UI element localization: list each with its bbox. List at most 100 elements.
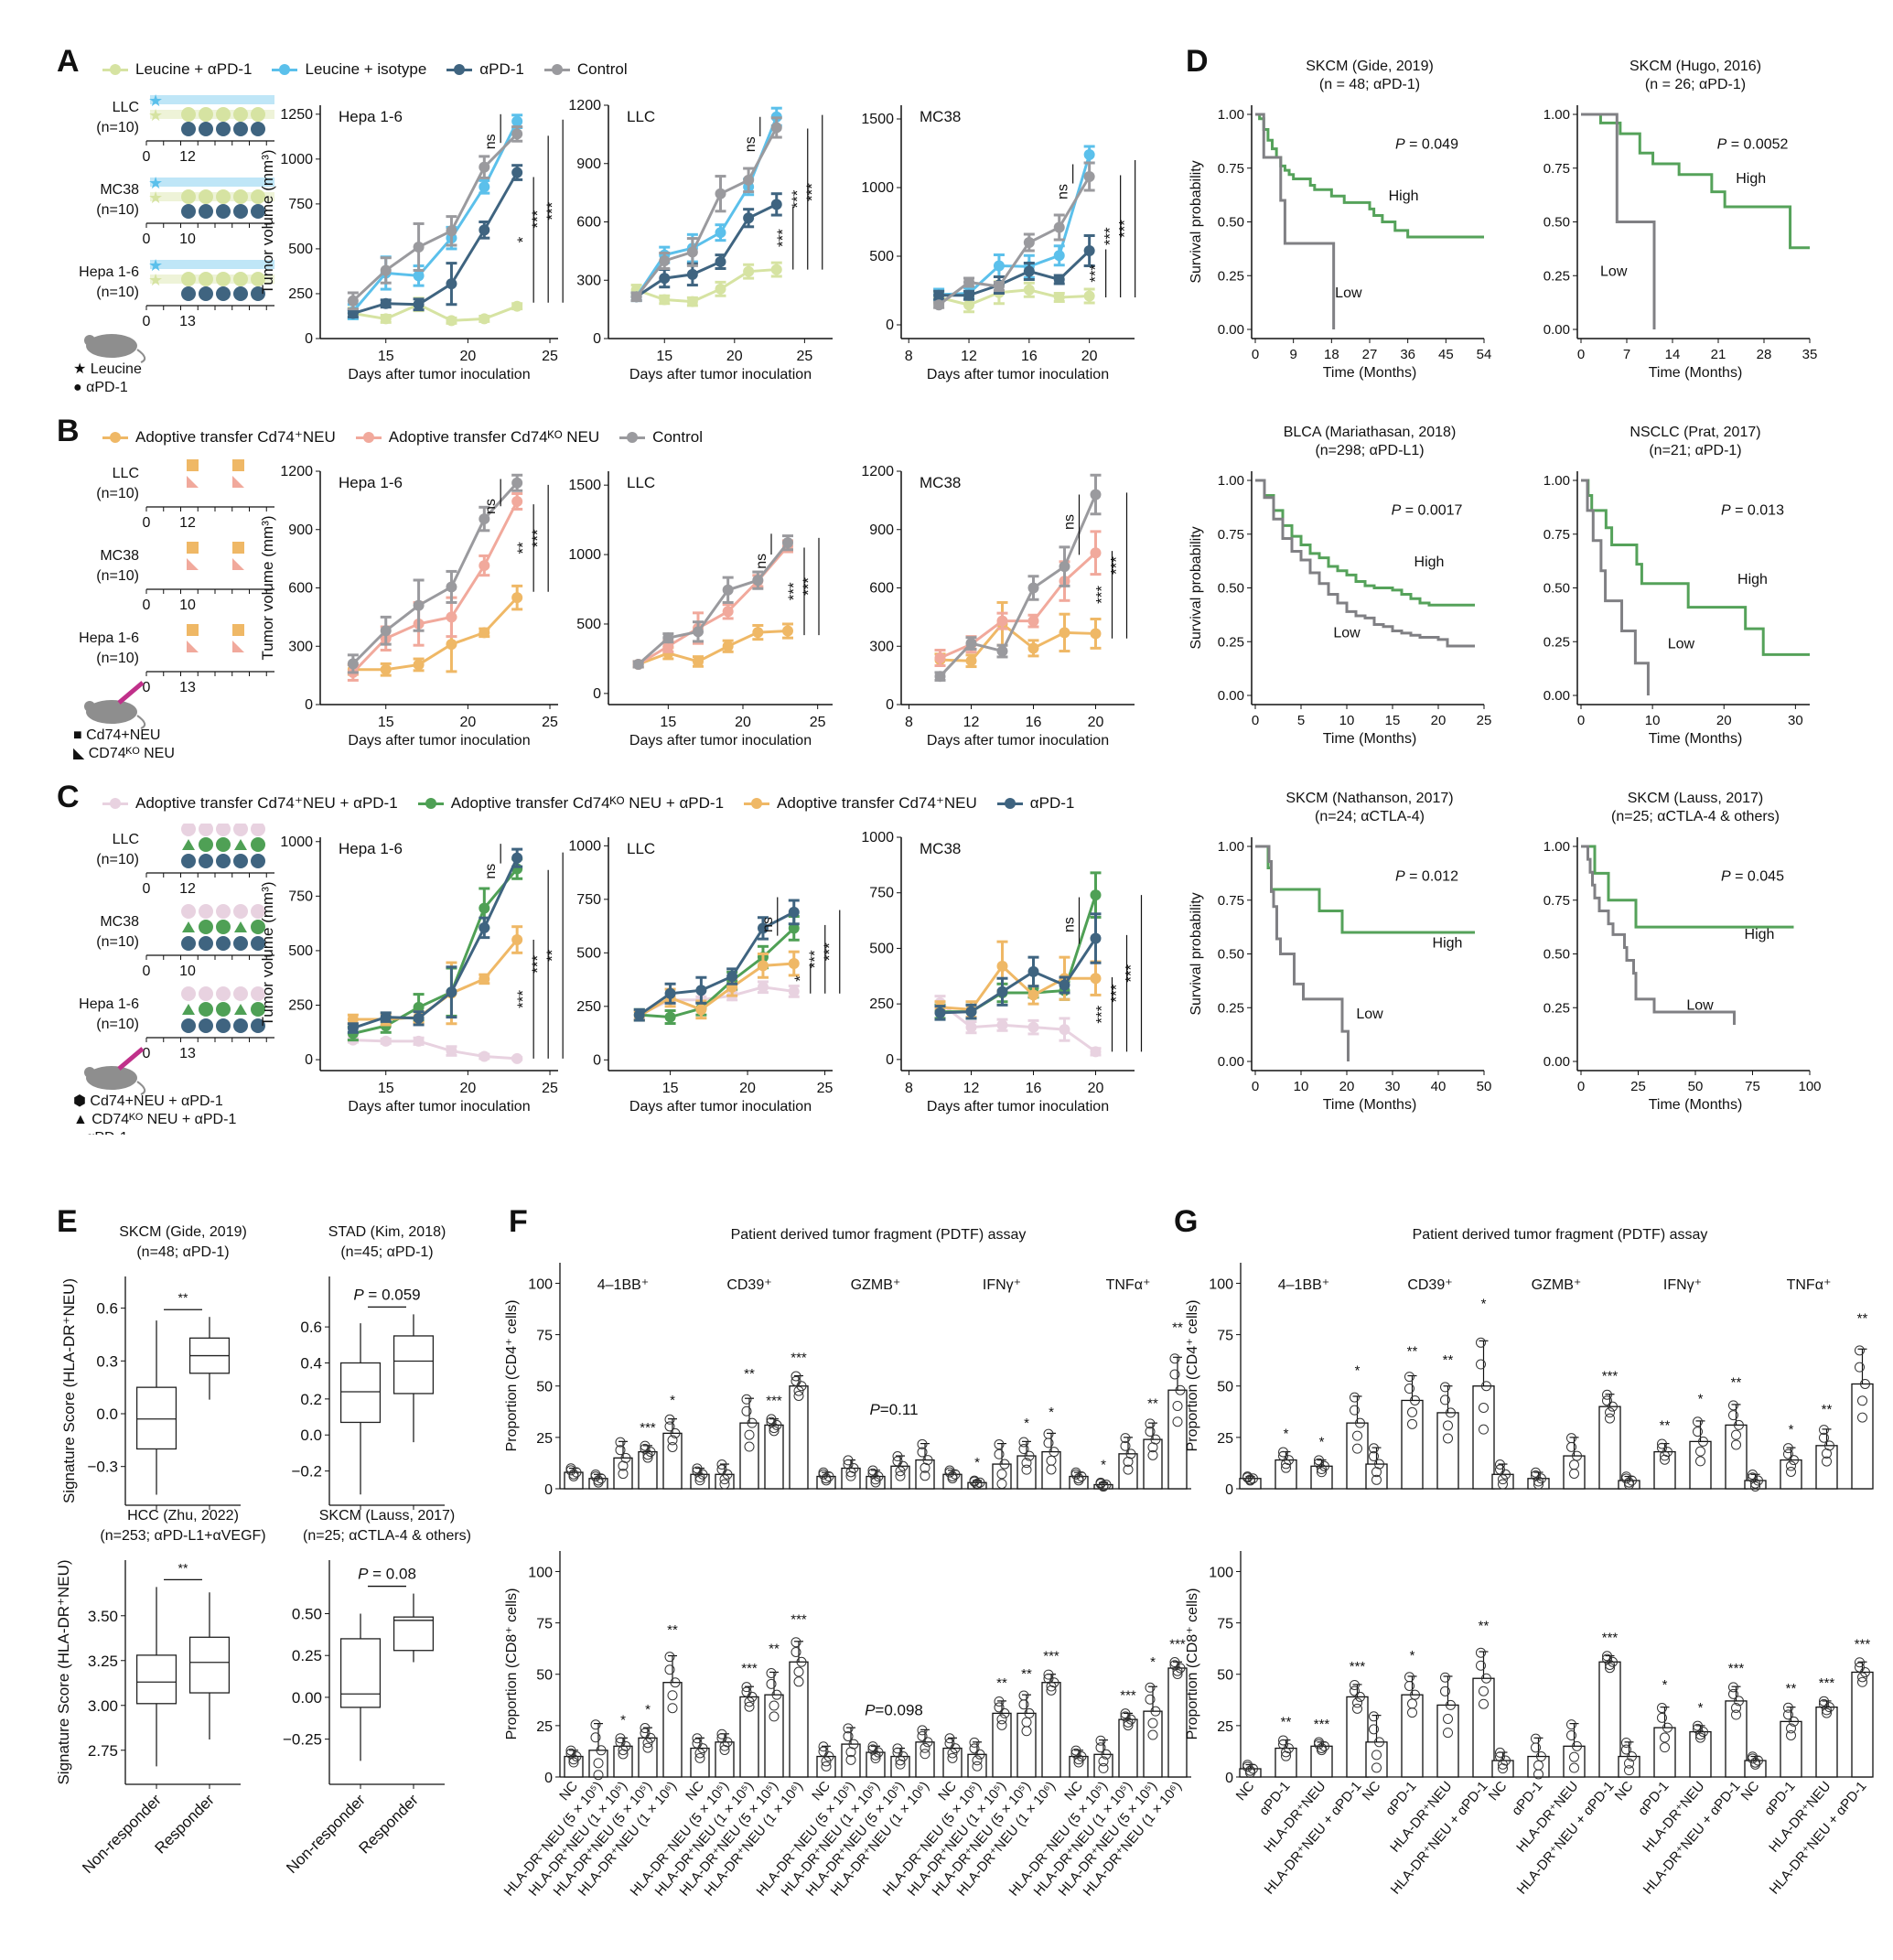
y-tick-label: 1200 (568, 98, 601, 113)
data-point (446, 315, 457, 327)
bar (662, 1432, 683, 1490)
data-point (511, 1052, 523, 1064)
legend-item-cd74pos-neu: Adoptive transfer Cd74⁺NEU (744, 794, 977, 813)
replicate-point (1857, 1412, 1867, 1423)
x-tick-label: 14 (1665, 347, 1681, 362)
y-tick-label: 900 (288, 522, 313, 538)
replicate-point (1145, 1426, 1156, 1437)
replicate-point (667, 1690, 678, 1701)
significance-label: ** (514, 542, 532, 555)
bar-group (1563, 1433, 1586, 1490)
replicate-point (1125, 1448, 1136, 1459)
y-tick-label: 0.00 (1543, 688, 1570, 704)
x-tick-label: Non-responder (79, 1791, 165, 1877)
replicate-point (664, 1421, 675, 1432)
chart-title: NSCLC (Prat, 2017) (1629, 425, 1760, 440)
y-tick-label: 0 (886, 1052, 894, 1068)
chart-title: SKCM (Lauss, 2017) (319, 1508, 456, 1524)
replicate-point (1070, 1748, 1081, 1759)
y-axis-label: Tumor volume (mm³) (259, 515, 276, 660)
replicate-point (692, 1466, 703, 1477)
significance-label: * (1698, 1700, 1704, 1716)
replicate-point (994, 1702, 1005, 1713)
x-tick-label: 15 (662, 1081, 679, 1096)
p-symbol: P (865, 1702, 876, 1719)
replicate-point (1095, 1478, 1106, 1489)
data-point (1083, 245, 1095, 256)
series-0 (934, 995, 1102, 1058)
data-point (996, 615, 1008, 627)
bar (915, 1459, 935, 1490)
data-point (659, 255, 671, 266)
x-tick-label: 25 (810, 715, 826, 730)
data-point (347, 1013, 359, 1025)
bar (1491, 1473, 1514, 1490)
replicate-point (766, 1414, 777, 1425)
timeline-label: 0 (143, 232, 151, 247)
replicate-point (969, 1476, 980, 1487)
x-axis-label: Time (Months) (1323, 1097, 1417, 1113)
replicate-point (741, 1682, 752, 1693)
x-tick-label: 15 (378, 349, 394, 364)
bar (1016, 1712, 1037, 1778)
group-label: IFNγ⁺ (983, 1277, 1021, 1293)
bar-group (1346, 1679, 1369, 1778)
bar-group (1118, 1433, 1138, 1490)
replicate-point (593, 1770, 604, 1781)
replicate-point (1242, 1761, 1253, 1772)
schematic-key-item: ▲ CD74ᴷᴼ NEU + αPD-1 (73, 1112, 236, 1127)
data-point (782, 625, 793, 637)
y-tick-label: 0.25 (1218, 268, 1244, 284)
significance-label: *** (1093, 1005, 1111, 1023)
bar-group (789, 1371, 809, 1490)
replicate-point (843, 1730, 854, 1741)
data-point (662, 641, 674, 652)
y-tick-label: 0.25 (1543, 1000, 1570, 1016)
mouse-tail (136, 349, 146, 363)
replicate-point (1049, 1447, 1059, 1458)
chart-D-prat: 0.00 0.25 0.50 0.75 1.00 0 10 20 30 Time (Months)… (1543, 425, 1810, 747)
x-tick-label: 0 (1577, 1079, 1585, 1094)
replicate-point (947, 1748, 958, 1759)
model-name: Hepa 1-6 (79, 264, 139, 280)
km-curve-high (1581, 479, 1810, 656)
chart-subtitle: (n=25; αCTLA-4 & others) (1611, 809, 1780, 824)
y-tick-label: 0.25 (1218, 634, 1244, 650)
apd1-dose-dot (251, 1018, 265, 1033)
data-point (347, 658, 359, 670)
replicate-point (1533, 1769, 1543, 1780)
bar (841, 1743, 861, 1778)
mouse-ear (84, 335, 95, 346)
significance-label: ns (1062, 514, 1078, 530)
data-point (479, 627, 490, 639)
chart-subtitle: (n=298; αPD-L1) (1315, 443, 1424, 458)
replicate-point (1476, 1660, 1486, 1671)
y-tick-label: 0.00 (1543, 1054, 1570, 1070)
bar-group (1780, 1702, 1802, 1778)
apd1-dose-dot (216, 189, 231, 204)
replicate-point (596, 1745, 607, 1756)
cd74ko-triangle-icon (187, 558, 199, 570)
bar-group (841, 1455, 861, 1490)
data-point (479, 513, 490, 525)
bar-group (1618, 1471, 1640, 1490)
replicate-point (1125, 1714, 1136, 1725)
replicate-point (1569, 1468, 1579, 1479)
significance-label: ns (743, 136, 758, 152)
replicate-point (1046, 1685, 1057, 1696)
bar-group (967, 1475, 987, 1490)
x-tick-label: 20 (1088, 1081, 1104, 1096)
replicate-point (1495, 1747, 1505, 1758)
data-point (511, 300, 523, 312)
apd1-dose-dot (251, 189, 265, 204)
apd1-dose-dot (199, 189, 213, 204)
replicate-point (1602, 1395, 1612, 1406)
p-number: = 0.045 (1731, 869, 1784, 885)
y-tick-label: 0.75 (1218, 527, 1244, 543)
replicate-point (843, 1459, 854, 1470)
data-point (996, 645, 1008, 657)
mouse-icon (86, 334, 137, 358)
chart-title: MC38 (920, 474, 961, 491)
replicate-point (1095, 1735, 1106, 1746)
y-tick-label: 750 (288, 888, 313, 904)
